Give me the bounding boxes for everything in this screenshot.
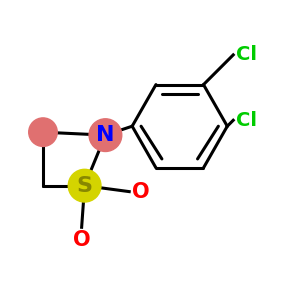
Circle shape (29, 118, 57, 146)
Text: Cl: Cl (236, 111, 257, 130)
Text: Cl: Cl (236, 45, 257, 64)
Text: O: O (73, 230, 91, 250)
Text: O: O (132, 182, 150, 202)
Text: N: N (96, 125, 115, 145)
Text: S: S (76, 176, 93, 196)
Circle shape (89, 119, 122, 152)
Circle shape (68, 169, 101, 202)
